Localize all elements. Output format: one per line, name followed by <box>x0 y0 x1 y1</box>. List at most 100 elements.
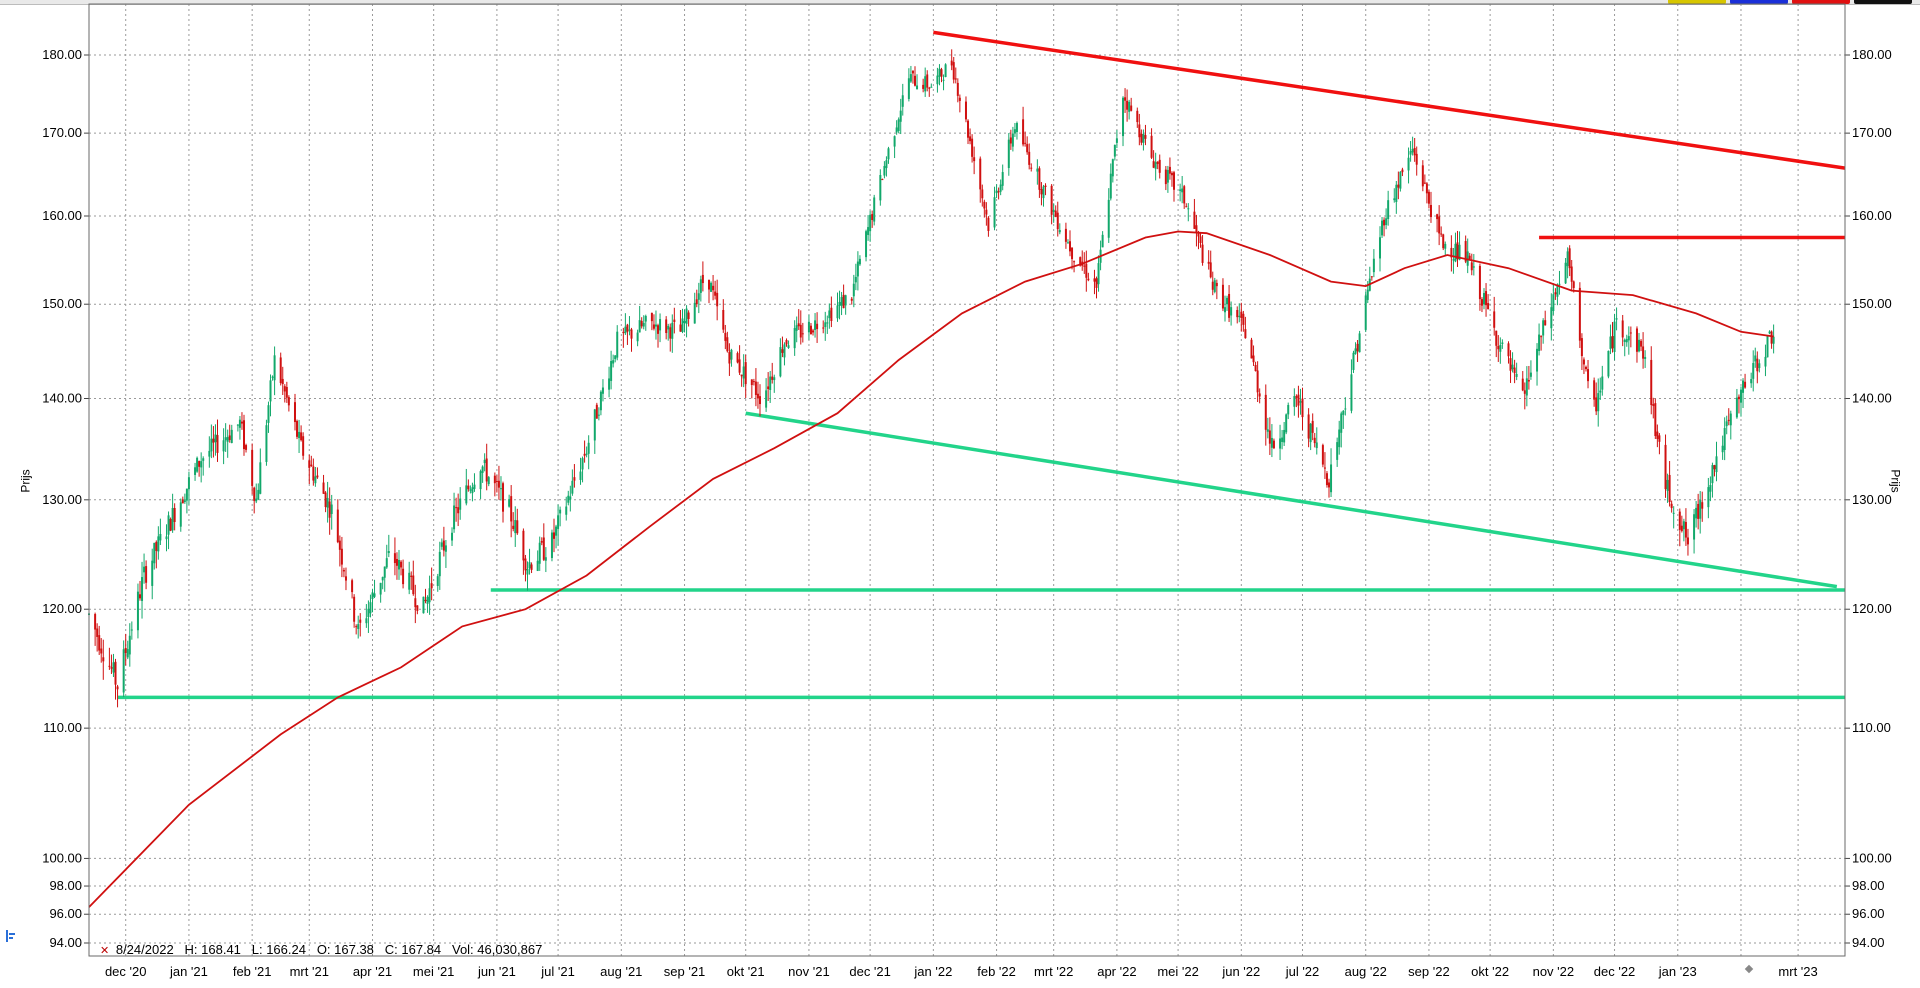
trend-line-red[interactable] <box>933 30 1846 170</box>
trend-lines[interactable] <box>117 30 1846 700</box>
y-tick-label: 160.00 <box>42 208 82 223</box>
x-tick-label: mrt '22 <box>1034 964 1073 979</box>
candle-body <box>1101 234 1104 248</box>
candle-body <box>1450 247 1453 258</box>
candle-body <box>1487 303 1490 309</box>
candle-body <box>122 649 125 693</box>
candle-body <box>559 509 562 514</box>
candle-body <box>1485 291 1488 306</box>
candle-body <box>744 362 747 385</box>
candle-body <box>1515 373 1518 377</box>
candle-body <box>267 405 270 423</box>
candle-body <box>214 434 217 443</box>
candle-body <box>1293 396 1296 407</box>
candle-body <box>1272 440 1275 449</box>
candle-body <box>344 576 347 581</box>
candle-body <box>440 542 443 547</box>
candle-body <box>1323 467 1326 469</box>
candle-body <box>169 518 172 531</box>
candle-body <box>1742 380 1745 393</box>
candle-body <box>1209 262 1212 278</box>
candle-body <box>740 374 743 377</box>
candle-body <box>697 293 700 300</box>
candle-body <box>1550 307 1553 329</box>
candle-body <box>1566 251 1569 267</box>
candle-body <box>954 78 957 80</box>
candle-body <box>94 614 97 630</box>
trend-line-green[interactable] <box>745 411 1838 589</box>
candle-body <box>716 292 719 307</box>
candle-body <box>1266 429 1269 432</box>
candle-body <box>171 507 174 531</box>
close-x-icon[interactable]: ✕ <box>100 945 110 957</box>
candle-body <box>907 78 910 99</box>
candle-body <box>1364 295 1367 330</box>
x-tick-label: jan '23 <box>1658 964 1697 979</box>
candle-body <box>844 295 847 306</box>
candle-body <box>685 308 688 324</box>
candle-body <box>1511 364 1514 370</box>
candle-body <box>1638 339 1641 352</box>
y-tick-label: 140.00 <box>42 391 82 406</box>
candle-body <box>550 532 553 558</box>
candle-body <box>1164 169 1167 185</box>
candle-body <box>1509 358 1512 371</box>
candle-body <box>1468 255 1471 260</box>
candle-body <box>1609 336 1612 349</box>
plot-frame <box>88 3 1846 957</box>
candle-body <box>850 298 853 301</box>
candle-body <box>671 322 674 339</box>
candle-body <box>1381 220 1384 236</box>
candle-body <box>958 97 961 101</box>
candle-body <box>712 285 715 291</box>
candle-body <box>1754 355 1757 362</box>
color-swatch-black[interactable] <box>1854 0 1912 4</box>
candle-body <box>1013 129 1016 134</box>
y-tick-label: 170.00 <box>1852 125 1892 140</box>
candle-body <box>414 598 417 608</box>
x-tick-label: dec '20 <box>105 964 147 979</box>
candle-body <box>1695 507 1698 519</box>
candle-body <box>141 577 144 601</box>
candle-body <box>911 70 914 74</box>
candle-body <box>1107 199 1110 238</box>
candle-body <box>222 440 225 452</box>
candle-body <box>1183 186 1186 204</box>
candle-body <box>1399 171 1402 189</box>
candle-body <box>1523 390 1526 394</box>
chart-icon[interactable] <box>6 930 16 942</box>
candle-body <box>265 425 268 462</box>
candle-body <box>1715 456 1718 473</box>
candle-body <box>881 179 884 181</box>
x-tick-label: okt '22 <box>1471 964 1509 979</box>
candle-body <box>1042 186 1045 199</box>
candle-body <box>1556 285 1559 297</box>
candle-body <box>428 588 431 603</box>
candle-body <box>138 594 141 599</box>
x-tick-label: apr '21 <box>353 964 392 979</box>
candle-body <box>1187 208 1190 210</box>
candle-body <box>1044 185 1047 187</box>
candle-body <box>695 299 698 305</box>
color-swatch-red[interactable] <box>1792 0 1850 4</box>
candle-body <box>212 438 215 443</box>
color-swatch-yellow[interactable] <box>1668 0 1726 4</box>
candle-body <box>885 160 888 169</box>
candle-body <box>502 483 505 512</box>
candle-body <box>1340 413 1343 433</box>
candle-body <box>1595 397 1598 412</box>
x-tick-label: aug '21 <box>600 964 642 979</box>
color-swatch-blue[interactable] <box>1730 0 1788 4</box>
candle-body <box>465 485 468 504</box>
candle-body <box>236 424 239 426</box>
candle-body <box>1652 404 1655 406</box>
x-tick-label: mrt '23 <box>1778 964 1817 979</box>
candle-body <box>538 542 541 564</box>
candle-body <box>1525 378 1528 396</box>
candle-body <box>1666 479 1669 491</box>
candle-body <box>599 391 602 411</box>
candle-body <box>840 297 843 306</box>
candle-body <box>530 564 533 570</box>
candle-body <box>1299 401 1302 403</box>
